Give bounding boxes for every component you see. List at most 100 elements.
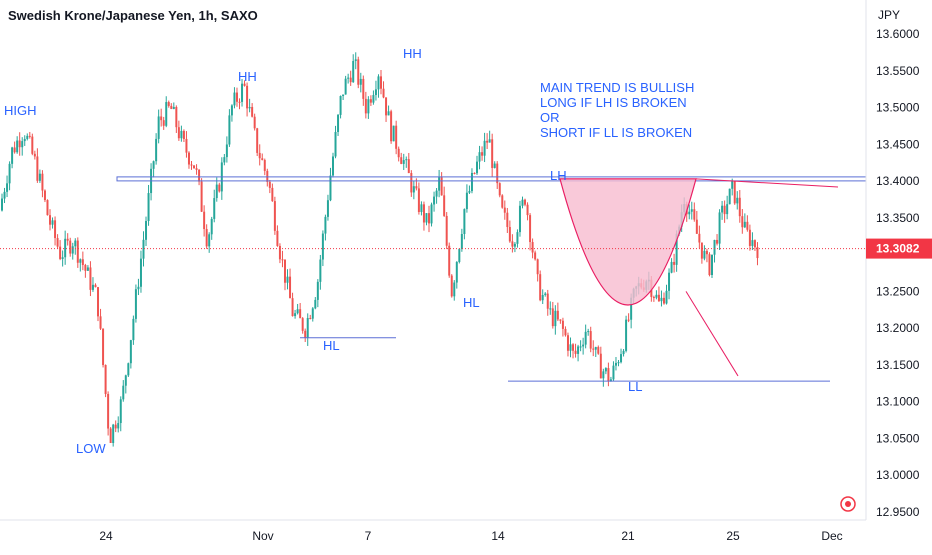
candle-body [263,159,266,171]
candle-body [748,229,751,246]
candle-body [450,275,453,297]
candle-body [627,319,630,321]
candle-body [294,313,297,317]
candle-body [584,331,587,345]
candle-body [283,259,286,283]
candle-body [617,362,620,364]
chart-title: Swedish Krone/Japanese Yen, 1h, SAXO [8,8,258,23]
candle-body [261,158,264,160]
candle-body [258,152,261,159]
candle-body [109,428,112,444]
candle-body [488,139,491,143]
candle-body [473,172,476,174]
candle-body [733,180,736,204]
candle-body [316,281,319,300]
candle-body [561,320,564,329]
candle-body [301,318,304,331]
candle-body [89,267,92,290]
candle-body [713,239,716,255]
candle-body [344,78,347,95]
candle-body [127,363,130,376]
candle-body [43,190,46,201]
candle-body [612,365,615,380]
price-tick-label: 13.3500 [876,211,920,225]
price-tick-label: 13.0500 [876,431,920,445]
candle-body [594,347,597,350]
ll-label: LL [628,379,642,394]
candle-body [498,183,501,196]
candle-body [26,135,29,139]
candle-body [76,240,79,263]
candle-body [13,147,16,153]
candle-body [476,161,479,174]
candle-body [609,379,612,382]
candle-body [195,168,198,170]
candle-body [165,102,168,126]
candle-body [190,164,193,166]
candle-body [741,216,744,228]
candle-body [198,169,201,182]
candle-body [718,212,721,244]
candle-body [574,350,577,354]
time-tick-label: 25 [726,529,740,543]
candle-body [756,247,759,259]
candle-body [529,215,532,243]
price-axis[interactable]: JPY 13.6000 13.5500 13.5000 13.4500 13.4000 13… [865,0,932,550]
candle-body [354,59,357,61]
candle-body [710,254,713,276]
candle-body [420,204,423,212]
lh-resistance-band [116,176,868,182]
candle-body [455,262,458,283]
hl-label-1: HL [323,338,340,353]
candle-body [728,188,731,205]
candle-body [380,76,382,89]
candle-body [238,101,241,103]
candle-body [114,424,117,429]
candle-body [607,368,610,382]
candle-body [41,173,44,191]
candle-body [511,241,514,247]
candle-body [273,201,276,231]
candle-body [723,205,726,215]
candle-body [604,368,607,372]
time-axis[interactable]: 24 Nov 7 14 21 25 Dec [0,519,866,543]
candle-body [539,274,542,301]
candle-body [597,347,600,354]
candle-body [321,233,324,260]
record-icon[interactable] [840,496,856,517]
candle-body [385,97,388,116]
candle-body [107,393,110,429]
candle-body [81,259,84,265]
candle-body [208,234,211,247]
candle-body [175,107,178,128]
candle-body [276,230,279,246]
candle-body [228,115,231,145]
candle-body [51,220,54,225]
candle-body [8,163,11,184]
candle-body [177,127,180,139]
candle-body [705,250,708,255]
price-tick-label: 13.0000 [876,468,920,482]
candle-body [700,242,703,259]
candle-body [49,215,52,225]
candle-body [592,348,595,350]
last-price-value: 13.3082 [876,242,920,256]
candle-body [334,131,337,157]
candle-body [544,293,547,296]
currency-label: JPY [878,8,900,22]
candle-body [433,196,436,205]
candle-body [36,156,39,181]
candle-body [281,259,284,261]
hl-label-2: HL [463,295,480,310]
candle-body [329,175,332,201]
candle-body [162,120,165,126]
candle-body [314,299,317,309]
candle-body [352,60,355,83]
candle-body [582,344,585,347]
candle-body [266,170,269,182]
candle-body [74,240,77,247]
candle-body [215,184,218,199]
candle-body [331,156,334,176]
